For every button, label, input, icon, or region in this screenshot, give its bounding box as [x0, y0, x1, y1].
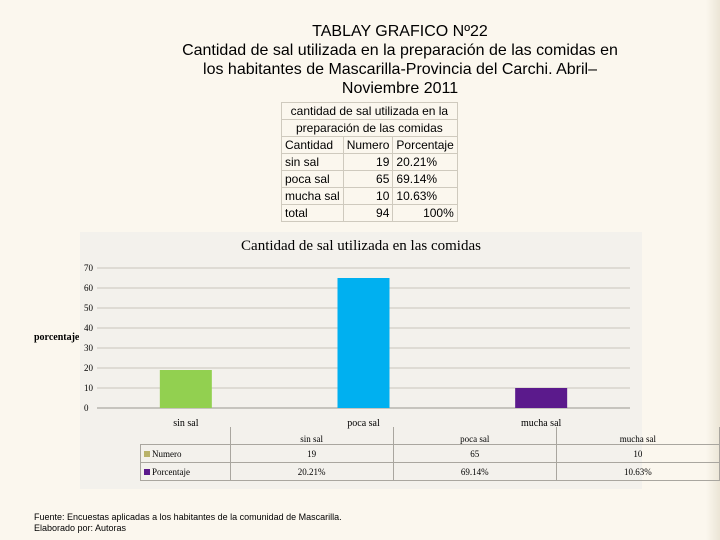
summary-cell: 94 [342, 204, 394, 222]
summary-row: total 94 100% [281, 204, 458, 222]
data-table-category: sin sal [229, 427, 394, 445]
category-labels: sin sal poca sal mucha sal [173, 418, 561, 429]
data-table-cell: 20.21% [229, 462, 394, 481]
summary-header-row: Cantidad Numero Porcentaje [281, 136, 458, 154]
title-line-1: TABLAY GRAFICO Nº22 [312, 23, 488, 40]
data-table-cell: 10 [555, 444, 720, 463]
data-table-category: poca sal [392, 427, 557, 445]
y-tick-label: 70 [84, 263, 94, 273]
bar [515, 388, 568, 408]
legend-numero: Numero [140, 444, 231, 463]
summary-caption-1: cantidad de sal utilizada en la [281, 102, 458, 120]
legend-key-icon [144, 450, 150, 457]
data-table-cell: 19 [229, 444, 394, 463]
y-tick-label: 60 [84, 283, 94, 293]
y-ticks: 0 10 20 30 40 50 60 70 [84, 263, 94, 413]
legend-porcentaje: Porcentaje [140, 462, 231, 481]
data-table-row-porcentaje: Porcentaje 20.21% 69.14% 10.63% [140, 462, 720, 481]
data-table-cell: 10.63% [555, 462, 720, 481]
y-tick-label: 20 [84, 363, 94, 373]
summary-cell: 65 [342, 170, 394, 188]
y-tick-label: 10 [84, 383, 94, 393]
summary-row: sin sal 19 20.21% [281, 153, 458, 171]
y-tick-label: 40 [84, 323, 94, 333]
summary-cell: 10.63% [392, 187, 458, 205]
summary-table: cantidad de sal utilizada en la preparac… [281, 102, 458, 222]
y-tick-label: 50 [84, 303, 94, 313]
summary-row: mucha sal 10 10.63% [281, 187, 458, 205]
summary-header-cell: Cantidad [281, 136, 344, 154]
category-label: mucha sal [521, 418, 561, 429]
summary-row: poca sal 65 69.14% [281, 170, 458, 188]
legend-key-icon [144, 468, 150, 475]
source-line: Fuente: Encuestas aplicadas a los habita… [34, 512, 342, 522]
author-line: Elaborado por: Autoras [34, 523, 127, 533]
data-table-category: mucha sal [555, 427, 720, 445]
summary-cell: total [281, 204, 344, 222]
summary-cell: 69.14% [392, 170, 458, 188]
bar [337, 278, 390, 408]
y-tick-label: 0 [84, 403, 89, 413]
chart-title: Cantidad de sal utilizada en las comidas [241, 238, 481, 254]
title-line-2: Cantidad de sal utilizada en la preparac… [182, 42, 618, 59]
y-tick-label: 30 [84, 343, 94, 353]
bars [159, 278, 568, 408]
title-line-4: Noviembre 2011 [341, 80, 459, 97]
chart-data-table: sin sal poca sal mucha sal Numero 19 65 … [140, 427, 720, 481]
summary-cell: 100% [392, 204, 458, 222]
data-table-cell: 65 [392, 444, 557, 463]
slide-edge [706, 0, 720, 540]
source-note: Fuente: Encuestas aplicadas a los habita… [34, 512, 342, 534]
summary-header-cell: Porcentaje [392, 136, 458, 154]
bar [159, 370, 212, 408]
category-label: sin sal [173, 418, 199, 429]
summary-cell: 20.21% [392, 153, 458, 171]
data-table-header: sin sal poca sal mucha sal [141, 427, 720, 445]
y-axis-label: porcentaje [34, 332, 80, 343]
data-table-row-numero: Numero 19 65 10 [140, 444, 720, 463]
page-title: TABLAY GRAFICO Nº22 Cantidad de sal util… [150, 22, 650, 98]
data-table-corner [141, 427, 231, 445]
title-line-3: los habitantes de Mascarilla-Provincia d… [203, 61, 597, 78]
legend-porcentaje-label: Porcentaje [152, 466, 190, 477]
legend-numero-label: Numero [152, 448, 182, 459]
category-label: poca sal [347, 418, 380, 429]
data-table-cell: 69.14% [392, 462, 557, 481]
